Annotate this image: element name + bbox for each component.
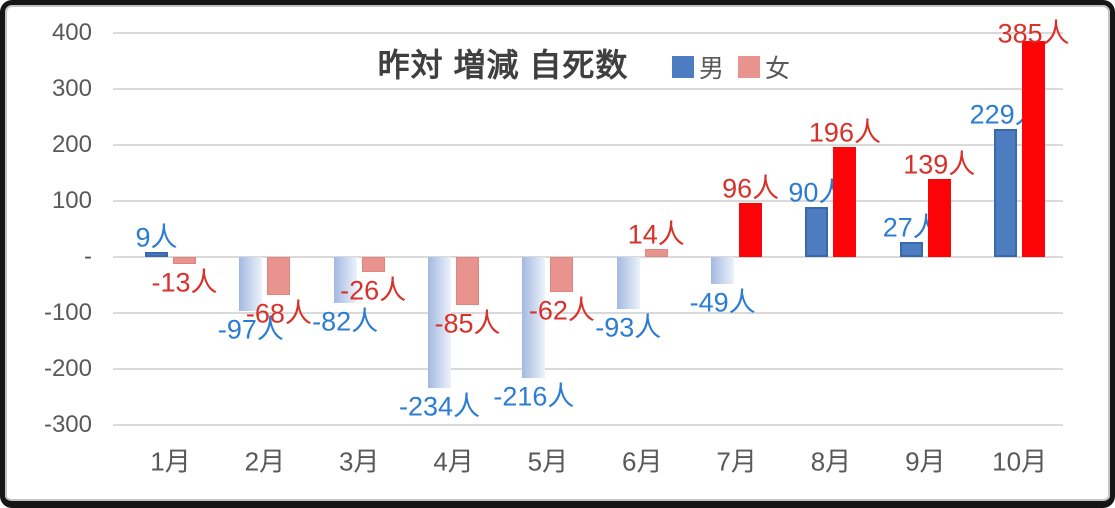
y-axis-label--300: -300: [43, 411, 92, 438]
legend-item-female: 女: [738, 49, 790, 85]
y-axis-label--100: -100: [43, 299, 92, 326]
data-label-male-4月: -234人: [399, 391, 481, 422]
bar-female-1月: [173, 257, 196, 265]
bar-female-8月: [833, 147, 857, 257]
legend-label-female: 女: [765, 55, 791, 83]
x-axis-label-5月: 5月: [527, 446, 569, 477]
y-axis-label-200: 200: [51, 131, 92, 158]
x-axis-label-10月: 10月: [992, 446, 1048, 477]
data-label-female-2月: -68人: [245, 298, 312, 329]
bar-female-10月: [1022, 41, 1046, 257]
bar-male-3月: [333, 257, 357, 303]
gridline-300: [113, 88, 1063, 90]
bar-male-5月: [522, 257, 546, 378]
data-label-female-6月: 14人: [627, 219, 685, 250]
gridline-400: [113, 32, 1063, 34]
data-label-female-9月: 139人: [903, 149, 976, 180]
bar-male-4月: [428, 257, 452, 389]
data-label-female-1月: -13人: [151, 267, 218, 298]
legend-label-male: 男: [699, 55, 725, 83]
bar-female-4月: [456, 257, 480, 305]
bar-male-1月: [145, 251, 168, 257]
data-label-male-2月: -97人: [217, 314, 284, 345]
x-axis-label-9月: 9月: [905, 446, 946, 477]
data-label-male-3月: -82人: [312, 306, 379, 337]
bar-male-2月: [239, 257, 263, 312]
x-axis-label-8月: 8月: [810, 446, 852, 477]
data-label-female-8月: 196人: [808, 117, 881, 148]
data-label-male-7月: -49人: [689, 287, 756, 318]
bar-female-9月: [927, 179, 951, 257]
y-axis-label-0: -: [84, 243, 92, 270]
y-axis-label-100: 100: [51, 187, 92, 214]
x-axis-label-2月: 2月: [244, 446, 286, 477]
x-axis-label-6月: 6月: [622, 446, 663, 477]
data-label-female-3月: -26人: [340, 275, 407, 306]
data-label-female-10月: 385人: [997, 18, 1070, 49]
bar-male-6月: [616, 257, 640, 310]
data-label-male-1月: 9人: [135, 222, 178, 253]
y-axis-label-400: 400: [51, 19, 92, 46]
y-axis-label-300: 300: [51, 75, 92, 102]
data-label-male-5月: -216人: [493, 381, 575, 412]
legend-item-male: 男: [672, 49, 724, 85]
gridline-0: [113, 256, 1063, 258]
x-axis-label-7月: 7月: [716, 446, 757, 477]
data-label-female-4月: -85人: [434, 308, 501, 339]
x-axis-label-1月: 1月: [150, 446, 191, 477]
legend-swatch-female-icon: [738, 56, 761, 78]
bar-female-2月: [267, 257, 291, 296]
x-axis-label-4月: 4月: [433, 446, 474, 477]
chart-title: 昨対 増減 自死数: [377, 47, 629, 83]
gridline-100: [113, 200, 1063, 202]
data-label-female-7月: 96人: [722, 173, 780, 204]
legend: 男 女: [672, 49, 790, 85]
gridline--200: [113, 368, 1063, 370]
x-axis-label-3月: 3月: [338, 446, 380, 477]
bar-female-5月: [550, 257, 574, 292]
legend-swatch-male-icon: [672, 56, 694, 78]
gridline--100: [113, 312, 1063, 314]
bar-female-3月: [361, 257, 385, 272]
bar-male-9月: [899, 241, 923, 257]
gridline-200: [113, 144, 1063, 146]
bar-female-7月: [739, 203, 763, 257]
data-label-male-6月: -93人: [595, 312, 662, 343]
data-label-female-5月: -62人: [528, 295, 595, 326]
y-axis-label--200: -200: [43, 355, 92, 382]
bar-male-10月: [994, 128, 1018, 257]
bar-male-7月: [711, 257, 735, 285]
gridline--300: [113, 424, 1063, 426]
bar-male-8月: [805, 206, 829, 257]
bar-female-6月: [644, 249, 668, 257]
